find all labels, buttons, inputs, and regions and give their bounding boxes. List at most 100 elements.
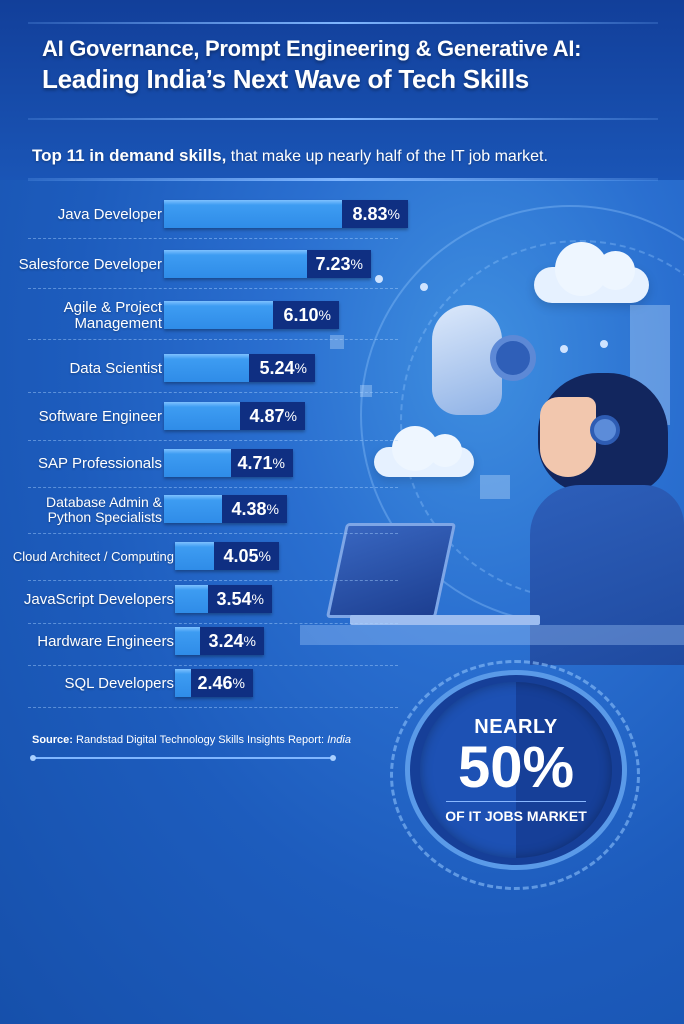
cloud-icon bbox=[534, 241, 649, 303]
bar: 4.38% bbox=[164, 495, 287, 523]
circuit-dot bbox=[600, 340, 608, 348]
cloud-icon-small bbox=[374, 426, 474, 477]
bar-value: 4.38% bbox=[222, 495, 287, 523]
bar: 3.54% bbox=[175, 585, 272, 613]
title-line-1: AI Governance, Prompt Engineering & Gene… bbox=[42, 36, 582, 61]
circuit-dot bbox=[420, 283, 428, 291]
circuit-dot bbox=[560, 345, 568, 353]
bar-row-sap: SAP Professionals 4.71% bbox=[0, 442, 420, 488]
divider-title bbox=[28, 118, 658, 120]
bar: 7.23% bbox=[164, 250, 371, 278]
bar-fill bbox=[164, 200, 342, 228]
bar-value: 4.87% bbox=[240, 402, 305, 430]
woman-body bbox=[530, 485, 684, 665]
bar-fill bbox=[175, 627, 200, 655]
bar-value: 7.23% bbox=[307, 250, 371, 278]
source-note: Source: Randstad Digital Technology Skil… bbox=[32, 734, 351, 746]
bar-label: Software Engineer bbox=[38, 408, 162, 426]
bar-value: 3.54% bbox=[208, 585, 272, 613]
badge-caption: OF IT JOBS MARKET bbox=[445, 808, 587, 824]
bar-row-sql: SQL Developers 2.46% bbox=[0, 662, 420, 708]
fifty-percent-badge: NEARLY 50% OF IT JOBS MARKET bbox=[420, 682, 612, 858]
robot-headphone-icon bbox=[490, 335, 536, 381]
bar-row-cloud-architect: Cloud Architect / Computing 4.05% bbox=[0, 535, 420, 581]
badge-percent: 50% bbox=[457, 735, 575, 800]
bar-label: JavaScript Developers bbox=[23, 591, 174, 609]
subtitle-rest: that make up nearly half of the IT job m… bbox=[226, 148, 548, 165]
bar-fill bbox=[175, 542, 214, 570]
bar-row-javascript: JavaScript Developers 3.54% bbox=[0, 578, 420, 624]
bar-value: 3.24% bbox=[200, 627, 264, 655]
bar-fill bbox=[164, 402, 240, 430]
bar-fill bbox=[175, 669, 191, 697]
row-divider bbox=[28, 580, 398, 581]
bar-value: 4.71% bbox=[231, 449, 293, 477]
bar-fill bbox=[164, 354, 249, 382]
row-divider bbox=[28, 440, 398, 441]
divider-subtitle bbox=[28, 178, 658, 181]
row-divider bbox=[28, 288, 398, 289]
bar-fill bbox=[164, 495, 222, 523]
bar: 8.83% bbox=[164, 200, 408, 228]
bar: 2.46% bbox=[175, 669, 253, 697]
row-divider bbox=[28, 533, 398, 534]
bar-label: Database Admin & Python Specialists bbox=[46, 494, 162, 525]
row-divider bbox=[28, 392, 398, 393]
bar-row-database-python: Database Admin & Python Specialists 4.38… bbox=[0, 488, 420, 534]
bar-value: 2.46% bbox=[191, 669, 253, 697]
row-divider bbox=[28, 665, 398, 666]
bar-label: Java Developer bbox=[57, 206, 162, 224]
bar-fill bbox=[164, 301, 273, 329]
bar-row-java: Java Developer 8.83% bbox=[0, 193, 420, 239]
bar: 4.87% bbox=[164, 402, 305, 430]
illustration bbox=[300, 185, 684, 665]
bar-value: 6.10% bbox=[273, 301, 339, 329]
laptop-base bbox=[350, 615, 540, 625]
badge-nearly: NEARLY bbox=[474, 716, 558, 738]
woman-face bbox=[540, 397, 596, 477]
bar-label: SQL Developers bbox=[64, 675, 175, 693]
bar-value: 5.24% bbox=[249, 354, 315, 382]
badge-rule bbox=[446, 801, 586, 802]
source-underline bbox=[30, 755, 336, 761]
source-prefix: Source: bbox=[32, 734, 73, 746]
source-country: India bbox=[327, 734, 351, 746]
bar-row-software-engineer: Software Engineer 4.87% bbox=[0, 395, 420, 441]
pixel-block bbox=[360, 385, 372, 397]
row-divider bbox=[28, 487, 398, 488]
bar: 3.24% bbox=[175, 627, 264, 655]
source-text: Randstad Digital Technology Skills Insig… bbox=[72, 734, 328, 746]
pixel-block bbox=[480, 475, 510, 499]
badge-dashed-ring bbox=[390, 660, 640, 890]
bar-label: Data Scientist bbox=[69, 360, 162, 378]
header-band bbox=[0, 0, 684, 180]
bar-label: Cloud Architect / Computing bbox=[12, 549, 174, 565]
bar-label: SAP Professionals bbox=[38, 455, 162, 473]
divider-top bbox=[28, 22, 658, 24]
bar-row-data-scientist: Data Scientist 5.24% bbox=[0, 347, 420, 393]
row-divider bbox=[28, 623, 398, 624]
bar-row-salesforce: Salesforce Developer 7.23% bbox=[0, 243, 420, 289]
row-divider bbox=[28, 339, 398, 340]
bar-label: Salesforce Developer bbox=[18, 256, 162, 274]
bar: 6.10% bbox=[164, 301, 339, 329]
bar-value: 4.05% bbox=[214, 542, 279, 570]
pixel-block bbox=[330, 335, 344, 349]
title-line-2: Leading India’s Next Wave of Tech Skills bbox=[42, 64, 529, 95]
desk bbox=[300, 625, 684, 645]
bar-value: 8.83% bbox=[342, 200, 408, 228]
circuit-dot bbox=[375, 275, 383, 283]
headset-icon bbox=[590, 415, 620, 445]
subtitle-bold: Top 11 in demand skills, bbox=[32, 146, 227, 165]
bar-fill bbox=[164, 449, 231, 477]
row-divider bbox=[28, 238, 398, 239]
bar-fill bbox=[164, 250, 307, 278]
page-title: AI Governance, Prompt Engineering & Gene… bbox=[42, 36, 662, 95]
row-divider bbox=[28, 707, 398, 708]
chart-subtitle: Top 11 in demand skills, that make up ne… bbox=[32, 146, 548, 166]
bar-label: Hardware Engineers bbox=[37, 633, 174, 651]
bar-fill bbox=[175, 585, 208, 613]
bar-row-agile: Agile & Project Management 6.10% bbox=[0, 294, 420, 340]
bar: 4.05% bbox=[175, 542, 279, 570]
bar: 5.24% bbox=[164, 354, 315, 382]
